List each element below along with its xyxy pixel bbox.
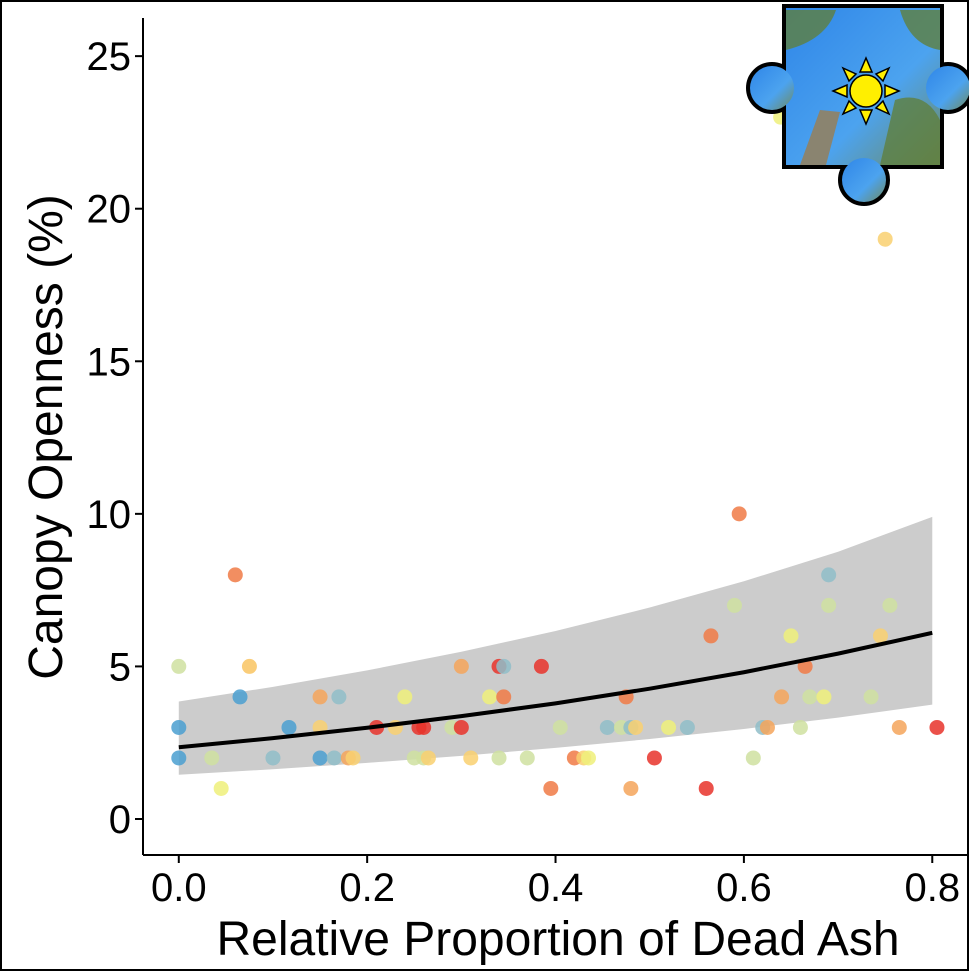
data-point xyxy=(646,750,662,766)
data-point xyxy=(345,750,361,766)
data-point xyxy=(543,780,559,796)
data-point xyxy=(821,567,837,583)
data-point xyxy=(171,658,187,674)
data-point xyxy=(171,719,187,735)
x-axis-label: Relative Proportion of Dead Ash xyxy=(216,913,899,966)
data-point xyxy=(496,689,512,705)
y-tick-label: 10 xyxy=(87,493,132,537)
plot-area: 0 5 10 15 20 25 0.0 0.2 0.4 0.6 0.8 xyxy=(87,18,969,910)
data-point xyxy=(420,750,436,766)
y-tick-label: 20 xyxy=(87,188,132,232)
x-tick-label: 0.0 xyxy=(151,866,207,910)
data-point xyxy=(281,719,297,735)
y-axis-label: Canopy Openness (%) xyxy=(20,194,73,680)
data-point xyxy=(745,750,761,766)
data-point xyxy=(482,689,498,705)
data-point xyxy=(882,597,898,613)
data-point xyxy=(533,658,549,674)
data-point xyxy=(679,719,695,735)
data-point xyxy=(759,719,775,735)
y-tick-label: 5 xyxy=(109,645,131,689)
data-point xyxy=(783,628,799,644)
data-point xyxy=(628,719,644,735)
data-point xyxy=(232,689,248,705)
data-point xyxy=(453,719,469,735)
data-point xyxy=(821,597,837,613)
data-point xyxy=(816,689,832,705)
data-point xyxy=(599,719,615,735)
data-point xyxy=(312,750,328,766)
x-tick-label: 0.6 xyxy=(716,866,772,910)
confidence-band xyxy=(178,516,933,775)
data-point xyxy=(774,689,790,705)
y-tick-label: 15 xyxy=(87,340,132,384)
data-point xyxy=(463,750,479,766)
data-point xyxy=(326,750,342,766)
data-point xyxy=(241,658,257,674)
data-point xyxy=(872,628,888,644)
x-tick-label: 0.8 xyxy=(904,866,960,910)
data-point xyxy=(698,780,714,796)
data-point xyxy=(265,750,281,766)
fit-line xyxy=(178,630,933,750)
data-point xyxy=(213,780,229,796)
data-point xyxy=(204,750,220,766)
data-point xyxy=(661,719,677,735)
data-point xyxy=(891,719,907,735)
y-tick-label: 0 xyxy=(109,798,131,842)
data-point xyxy=(496,658,512,674)
data-point xyxy=(929,719,945,735)
data-point xyxy=(580,750,596,766)
x-tick-label: 0.2 xyxy=(339,866,395,910)
data-point xyxy=(519,750,535,766)
x-tick-label: 0.4 xyxy=(528,866,584,910)
data-point xyxy=(331,689,347,705)
data-point xyxy=(726,597,742,613)
data-point xyxy=(703,628,719,644)
data-point xyxy=(802,689,818,705)
data-point xyxy=(877,231,893,247)
data-point xyxy=(227,567,243,583)
data-point xyxy=(623,780,639,796)
data-point xyxy=(552,719,568,735)
data-point xyxy=(397,689,413,705)
data-point xyxy=(453,658,469,674)
data-point xyxy=(312,689,328,705)
data-point xyxy=(731,506,747,522)
data-point xyxy=(792,719,808,735)
data-point xyxy=(863,689,879,705)
data-point xyxy=(171,750,187,766)
y-tick-label: 25 xyxy=(87,35,132,79)
data-point xyxy=(416,719,432,735)
canopy-icon xyxy=(746,4,969,206)
data-point xyxy=(491,750,507,766)
